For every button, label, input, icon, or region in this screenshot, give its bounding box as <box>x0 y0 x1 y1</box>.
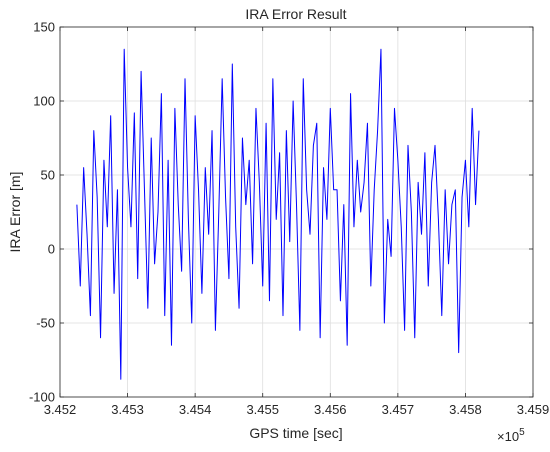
x-exponent-base: ×10 <box>497 429 519 444</box>
y-axis-label: IRA Error [m] <box>7 172 23 253</box>
x-tick-labels: 3.452 3.453 3.454 3.455 3.456 3.457 3.458 3.459 <box>44 402 550 417</box>
x-exponent-power: 5 <box>519 427 525 438</box>
y-tick-label: 0 <box>48 242 55 257</box>
x-tick-label: 3.458 <box>449 402 482 417</box>
x-tick-label: 3.457 <box>382 402 415 417</box>
plot-frame <box>59 26 534 398</box>
x-tick-label: 3.454 <box>179 402 212 417</box>
y-tick-labels: -100 -50 0 50 100 150 <box>29 20 55 405</box>
x-tick-label: 3.453 <box>111 402 144 417</box>
tick-marks <box>59 26 534 398</box>
x-exponent: ×105 <box>497 427 525 444</box>
x-tick-label: 3.456 <box>314 402 347 417</box>
x-tick-label: 3.452 <box>44 402 77 417</box>
chart-title: IRA Error Result <box>245 6 346 22</box>
series-group <box>76 48 480 380</box>
y-tick-label: -100 <box>29 390 55 405</box>
x-tick-label: 3.459 <box>517 402 550 417</box>
x-tick-label: 3.455 <box>246 402 279 417</box>
x-axis-label: GPS time [sec] <box>249 425 342 441</box>
y-tick-label: 50 <box>41 168 55 183</box>
y-tick-label: -50 <box>36 316 55 331</box>
y-tick-label: 100 <box>33 94 55 109</box>
series-line <box>76 48 480 380</box>
y-tick-label: 150 <box>33 20 55 35</box>
